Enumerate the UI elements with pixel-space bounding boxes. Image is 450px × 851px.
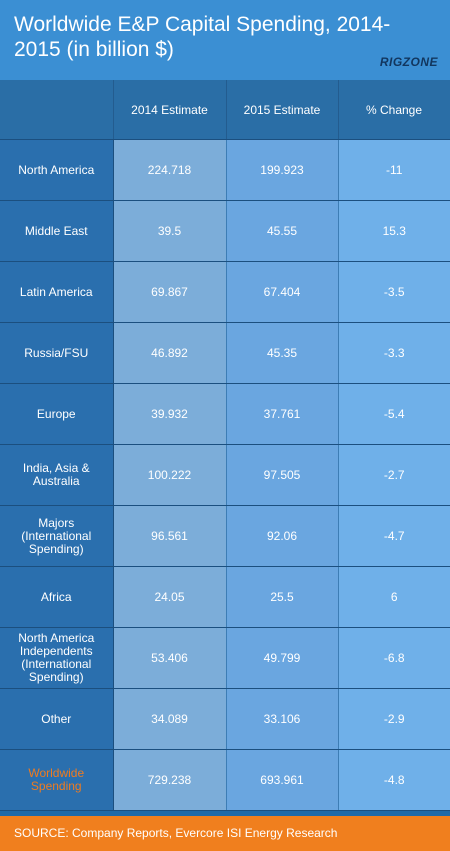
value-2014: 39.932 [113, 383, 227, 445]
value-change: -4.8 [338, 749, 450, 811]
row-label: India, Asia & Australia [0, 444, 114, 506]
column-header-label [0, 80, 114, 140]
chart-title: Worldwide E&P Capital Spending, 2014-201… [14, 13, 391, 61]
value-2015: 25.5 [226, 566, 339, 628]
header-banner: Worldwide E&P Capital Spending, 2014-201… [0, 0, 450, 80]
value-change: 15.3 [338, 200, 450, 262]
value-2015: 49.799 [226, 627, 339, 689]
row-label-total: Worldwide Spending [0, 749, 114, 811]
table-row-total: Worldwide Spending 729.238 693.961 -4.8 [0, 749, 450, 811]
value-change: -4.7 [338, 505, 450, 567]
source-footer: SOURCE: Company Reports, Evercore ISI En… [0, 816, 450, 851]
column-header-2014: 2014 Estimate [113, 80, 227, 140]
row-label: Middle East [0, 200, 114, 262]
value-change: -5.4 [338, 383, 450, 445]
data-table-container: 2014 Estimate 2015 Estimate % Change Nor… [0, 80, 450, 816]
data-table: 2014 Estimate 2015 Estimate % Change Nor… [0, 80, 450, 811]
column-header-2015: 2015 Estimate [226, 80, 339, 140]
value-change: -3.5 [338, 261, 450, 323]
value-2014: 96.561 [113, 505, 227, 567]
value-2014: 53.406 [113, 627, 227, 689]
value-2015: 97.505 [226, 444, 339, 506]
table-row: North America 224.718 199.923 -11 [0, 139, 450, 201]
value-2015: 199.923 [226, 139, 339, 201]
table-row: Europe 39.932 37.761 -5.4 [0, 383, 450, 445]
value-2015: 693.961 [226, 749, 339, 811]
value-change: -2.9 [338, 688, 450, 750]
row-label: Africa [0, 566, 114, 628]
row-label: North America [0, 139, 114, 201]
value-change: -3.3 [338, 322, 450, 384]
row-label: Russia/FSU [0, 322, 114, 384]
rigzone-logo: RIGZONE [379, 55, 438, 69]
value-2014: 24.05 [113, 566, 227, 628]
value-2014: 39.5 [113, 200, 227, 262]
value-2015: 33.106 [226, 688, 339, 750]
table-row: Other 34.089 33.106 -2.9 [0, 688, 450, 750]
value-change: -2.7 [338, 444, 450, 506]
table-row: North America Independents (Internationa… [0, 627, 450, 689]
value-2014: 224.718 [113, 139, 227, 201]
value-change: -6.8 [338, 627, 450, 689]
table-row: Latin America 69.867 67.404 -3.5 [0, 261, 450, 323]
table-header-row: 2014 Estimate 2015 Estimate % Change [0, 80, 450, 140]
table-row: Majors (International Spending) 96.561 9… [0, 505, 450, 567]
value-2015: 37.761 [226, 383, 339, 445]
table-row: India, Asia & Australia 100.222 97.505 -… [0, 444, 450, 506]
row-label: Other [0, 688, 114, 750]
row-label: Latin America [0, 261, 114, 323]
table-row: Russia/FSU 46.892 45.35 -3.3 [0, 322, 450, 384]
value-2014: 69.867 [113, 261, 227, 323]
value-2014: 46.892 [113, 322, 227, 384]
column-header-change: % Change [338, 80, 450, 140]
row-label: North America Independents (Internationa… [0, 627, 114, 689]
value-change: -11 [338, 139, 450, 201]
value-2014: 729.238 [113, 749, 227, 811]
value-2014: 34.089 [113, 688, 227, 750]
table-row: Africa 24.05 25.5 6 [0, 566, 450, 628]
row-label: Majors (International Spending) [0, 505, 114, 567]
value-2015: 92.06 [226, 505, 339, 567]
table-row: Middle East 39.5 45.55 15.3 [0, 200, 450, 262]
value-change: 6 [338, 566, 450, 628]
value-2015: 45.55 [226, 200, 339, 262]
value-2014: 100.222 [113, 444, 227, 506]
row-label: Europe [0, 383, 114, 445]
value-2015: 67.404 [226, 261, 339, 323]
source-text: SOURCE: Company Reports, Evercore ISI En… [14, 826, 338, 840]
value-2015: 45.35 [226, 322, 339, 384]
